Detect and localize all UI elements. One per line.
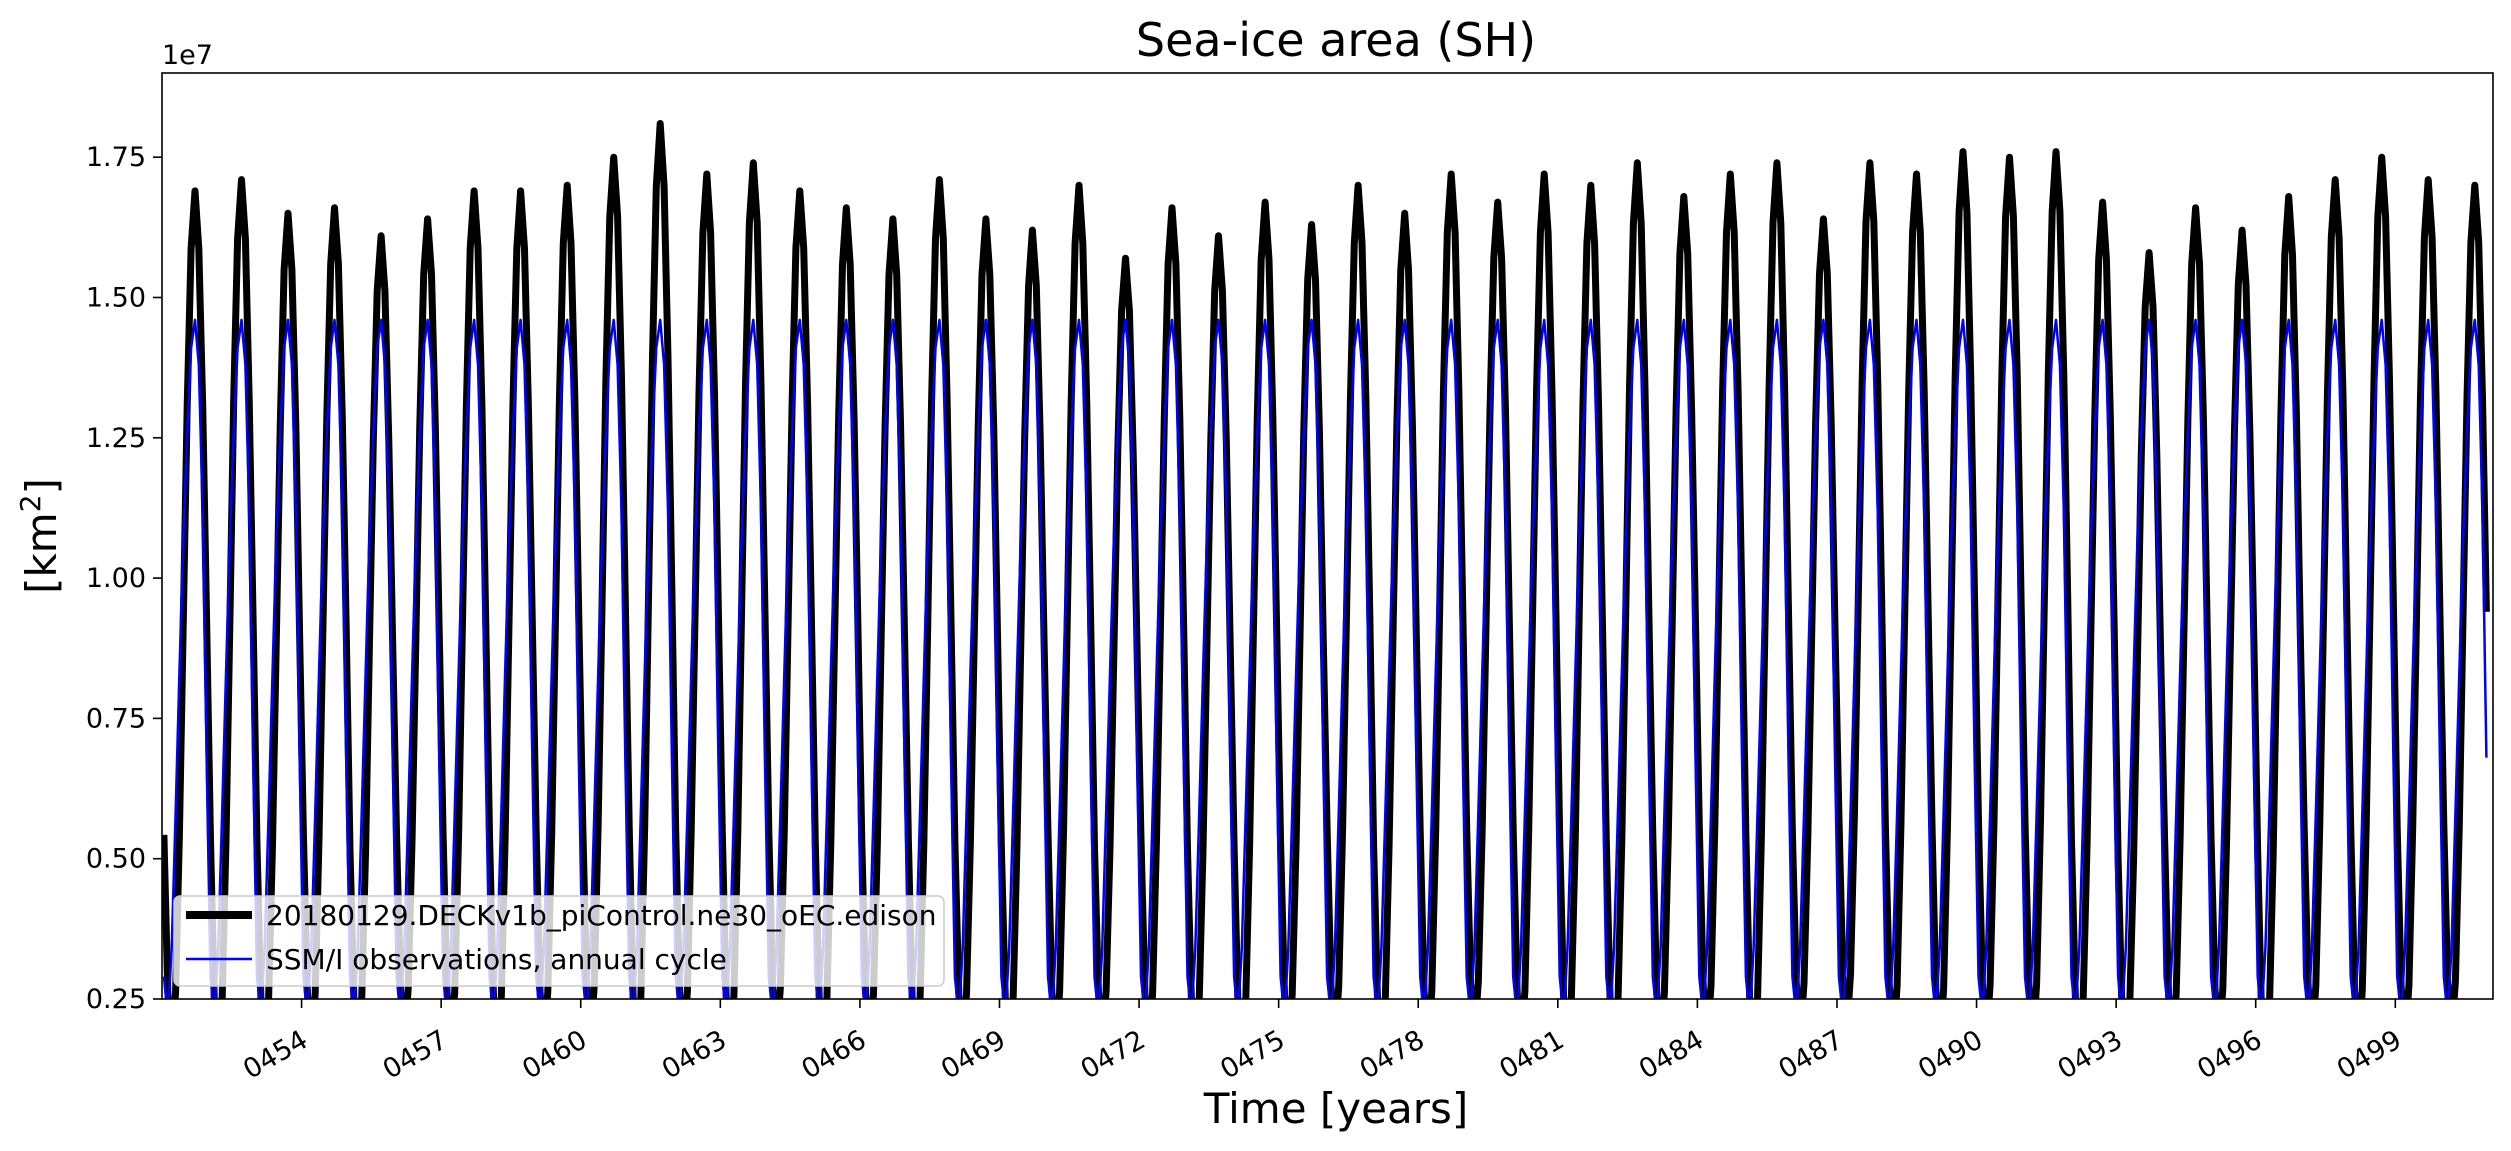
- x-tick-label: 0487: [1774, 1024, 1849, 1085]
- x-tick-label: 0472: [1076, 1024, 1151, 1085]
- y-axis-label: [km2]: [14, 478, 66, 594]
- y-axis-label-base: [km: [17, 512, 66, 594]
- series-line-observations: [162, 318, 2488, 999]
- x-tick-label: 0469: [936, 1024, 1011, 1085]
- y-tick-label: 0.50: [86, 844, 146, 875]
- x-tick-label: 0484: [1634, 1024, 1709, 1085]
- legend-box: [173, 895, 945, 987]
- legend-label-model: 20180129.DECKv1b_piControl.ne30_oEC.edis…: [266, 899, 937, 932]
- x-tick-label: 0457: [378, 1024, 453, 1085]
- x-tick-label: 0463: [657, 1024, 732, 1085]
- x-tick-label: 0496: [2192, 1024, 2267, 1085]
- y-axis-label-sup: 2: [14, 494, 47, 512]
- x-axis-label: Time [years]: [1203, 1084, 1469, 1133]
- y-offset-text: 1e7: [162, 40, 213, 71]
- legend: 20180129.DECKv1b_piControl.ne30_oEC.edis…: [173, 895, 945, 987]
- y-tick-label: 0.75: [86, 703, 146, 734]
- y-tick-label: 1.00: [86, 563, 146, 594]
- x-tick-label: 0475: [1215, 1024, 1290, 1085]
- x-axis: 0454 0457 0460 0463 0466 0469 0472 0475 0478 0481…: [238, 999, 2407, 1086]
- x-tick-label: 0454: [238, 1024, 313, 1085]
- x-tick-label: 0478: [1355, 1024, 1430, 1085]
- x-tick-label: 0466: [796, 1024, 871, 1085]
- plot-frame: [161, 72, 2494, 1000]
- y-tick-label: 0.25: [86, 984, 146, 1015]
- x-tick-label: 0481: [1494, 1024, 1569, 1085]
- y-axis-label-end: ]: [17, 478, 66, 494]
- y-tick-label: 1.50: [86, 282, 146, 313]
- y-axis: 0.25 0.50 0.75 1.00 1.25 1.50 1.75: [86, 142, 162, 1015]
- x-tick-label: 0499: [2332, 1024, 2407, 1085]
- x-tick-label: 0490: [1913, 1024, 1988, 1085]
- legend-label-observations: SSM/I observations, annual cycle: [266, 943, 727, 976]
- y-tick-label: 1.75: [86, 142, 146, 173]
- series-line-model: [162, 120, 2490, 999]
- y-tick-label: 1.25: [86, 423, 146, 454]
- x-tick-label: 0493: [2053, 1024, 2128, 1085]
- x-tick-label: 0460: [517, 1024, 592, 1085]
- series-layer: [162, 120, 2490, 999]
- chart-title: Sea-ice area (SH): [1136, 13, 1536, 67]
